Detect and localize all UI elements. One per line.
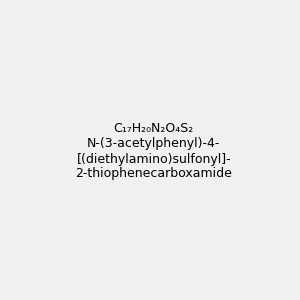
Text: C₁₇H₂₀N₂O₄S₂
N-(3-acetylphenyl)-4-
[(diethylamino)sulfonyl]-
2-thiophenecarboxam: C₁₇H₂₀N₂O₄S₂ N-(3-acetylphenyl)-4- [(die… [75, 122, 232, 181]
